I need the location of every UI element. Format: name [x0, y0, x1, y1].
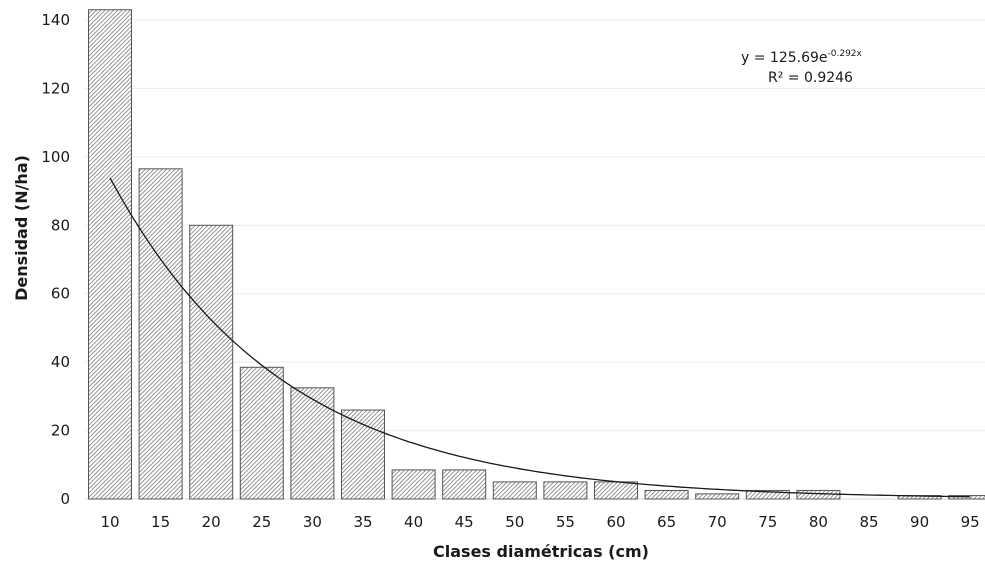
trend-equation-exponent: -0.292x	[828, 49, 863, 59]
trend-equation-base: y = 125.69e	[741, 50, 828, 66]
y-tick-label: 120	[41, 79, 70, 97]
x-tick-label: 10	[100, 513, 119, 531]
bar	[745, 489, 790, 500]
y-tick-label: 0	[60, 490, 70, 508]
bars	[88, 9, 985, 500]
x-axis-title: Clases diamétricas (cm)	[433, 542, 649, 561]
trend-r-squared: R² = 0.9246	[768, 70, 853, 86]
y-tick-label: 60	[51, 285, 70, 303]
bar	[341, 409, 385, 500]
bar	[644, 489, 689, 500]
trend-equation: y = 125.69e-0.292x	[741, 49, 863, 66]
x-tick-label: 30	[303, 513, 322, 531]
x-tick-label: 60	[606, 513, 625, 531]
x-tick-label: 95	[961, 513, 980, 531]
x-tick-label: 15	[151, 513, 170, 531]
bar	[189, 224, 234, 500]
x-tick-label: 65	[657, 513, 676, 531]
y-tick-label: 100	[41, 148, 70, 166]
y-tick-label: 80	[51, 216, 70, 234]
y-tick-label: 20	[51, 422, 70, 440]
x-tick-label: 90	[910, 513, 929, 531]
x-tick-label: 55	[556, 513, 575, 531]
gridlines	[85, 19, 985, 500]
y-axis-title: Densidad (N/ha)	[12, 155, 31, 301]
x-tick-label: 20	[202, 513, 221, 531]
x-tick-label: 70	[708, 513, 727, 531]
bar	[543, 481, 588, 500]
trendline	[109, 177, 971, 498]
x-tick-label: 80	[809, 513, 828, 531]
bar	[391, 469, 436, 500]
x-tick-label: 75	[758, 513, 777, 531]
x-tick-label: 40	[404, 513, 423, 531]
bar	[239, 366, 284, 500]
bar	[290, 387, 335, 500]
x-tick-label: 85	[859, 513, 878, 531]
x-tick-label: 45	[455, 513, 474, 531]
y-tick-label: 40	[51, 353, 70, 371]
x-tick-label: 50	[505, 513, 524, 531]
y-tick-labels: 0 20 40 60 80 100 120 140	[41, 11, 70, 508]
x-tick-label: 25	[252, 513, 271, 531]
bar	[442, 469, 487, 500]
bar	[594, 481, 638, 500]
bar	[138, 168, 183, 500]
bar	[88, 9, 132, 500]
bar	[492, 481, 537, 500]
y-tick-label: 140	[41, 11, 70, 29]
x-tick-labels: 10 15 20 25 30 35 40 45 50 55 60 65 70 75 80 85 90 95	[100, 513, 979, 531]
bar	[695, 493, 740, 500]
x-tick-label: 35	[353, 513, 372, 531]
